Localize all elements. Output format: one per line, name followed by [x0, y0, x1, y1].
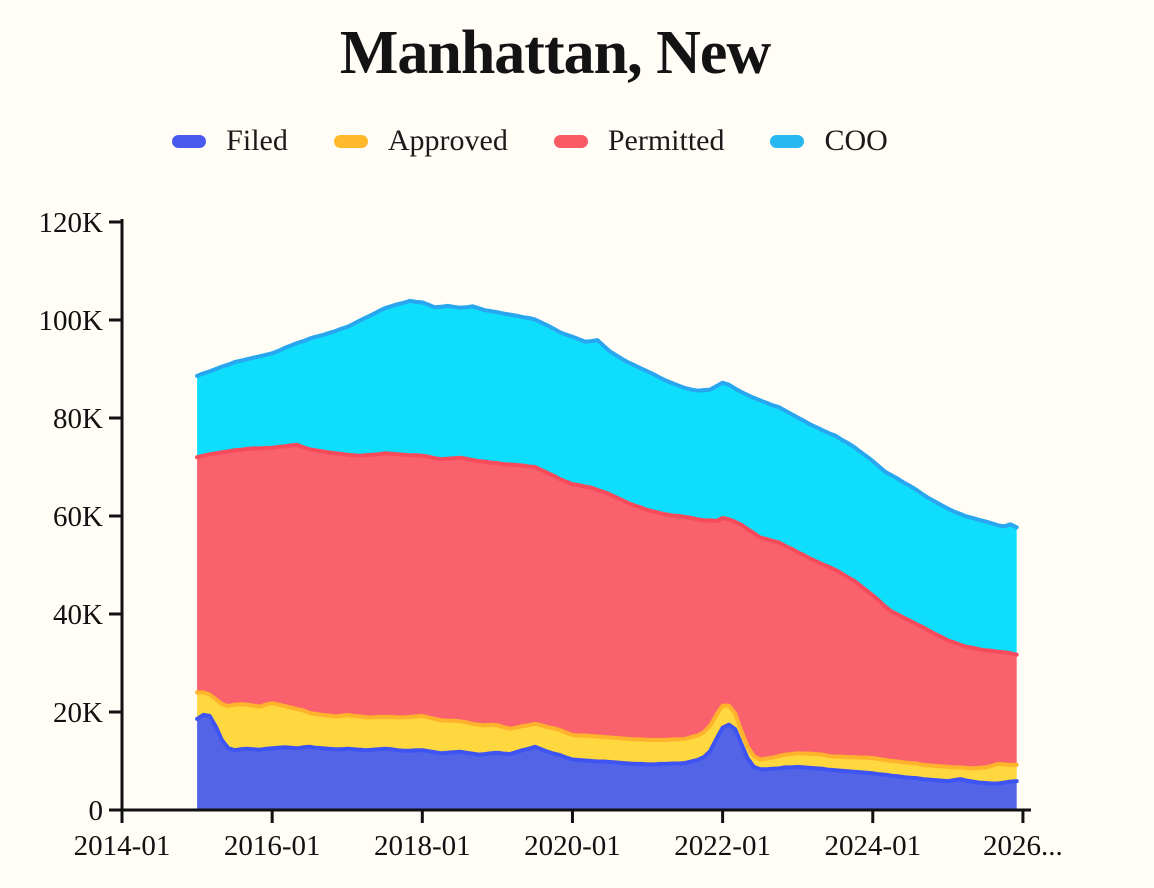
- area-outline-permitted: [195, 442, 1019, 657]
- legend-item-permitted[interactable]: Permitted: [553, 124, 725, 158]
- y-tick-label: 0: [89, 795, 104, 827]
- x-tick-label: 2014-01: [74, 830, 171, 862]
- area-coo[interactable]: [197, 300, 1017, 655]
- legend-item-coo[interactable]: COO: [770, 124, 888, 158]
- legend-swatch-icon: [770, 134, 805, 148]
- legend-swatch-icon: [553, 134, 588, 148]
- y-tick-label: 60K: [53, 501, 103, 533]
- legend-item-filed[interactable]: Filed: [172, 124, 288, 158]
- legend-label: COO: [824, 124, 888, 157]
- x-tick-label: 2024-01: [824, 830, 921, 862]
- legend-label: Filed: [226, 124, 288, 157]
- x-tick-label: 2018-01: [374, 830, 471, 862]
- x-tick-label: 2016-01: [224, 830, 321, 862]
- y-tick-label: 20K: [53, 697, 103, 729]
- legend-swatch-icon: [333, 134, 368, 148]
- chart-title: Manhattan, New: [339, 19, 771, 87]
- x-tick-label: 2026...: [983, 830, 1063, 862]
- legend-label: Permitted: [607, 124, 725, 157]
- legend-item-approved[interactable]: Approved: [333, 124, 508, 158]
- area-outline-filed: [195, 712, 1019, 786]
- legend-swatch-icon: [172, 134, 207, 148]
- area-outline-coo: [195, 298, 1019, 530]
- y-tick-label: 100K: [39, 305, 104, 337]
- x-tick-label: 2022-01: [674, 830, 771, 862]
- y-tick-label: 40K: [53, 599, 103, 631]
- area-outline-approved: [195, 690, 1019, 771]
- area-permitted[interactable]: [197, 444, 1017, 769]
- y-tick-label: 120K: [39, 207, 104, 239]
- chart-legend: Filed Approved Permitted COO: [0, 124, 1060, 158]
- x-tick-label: 2020-01: [524, 830, 621, 862]
- y-tick-label: 80K: [53, 403, 103, 435]
- legend-label: Approved: [387, 124, 508, 157]
